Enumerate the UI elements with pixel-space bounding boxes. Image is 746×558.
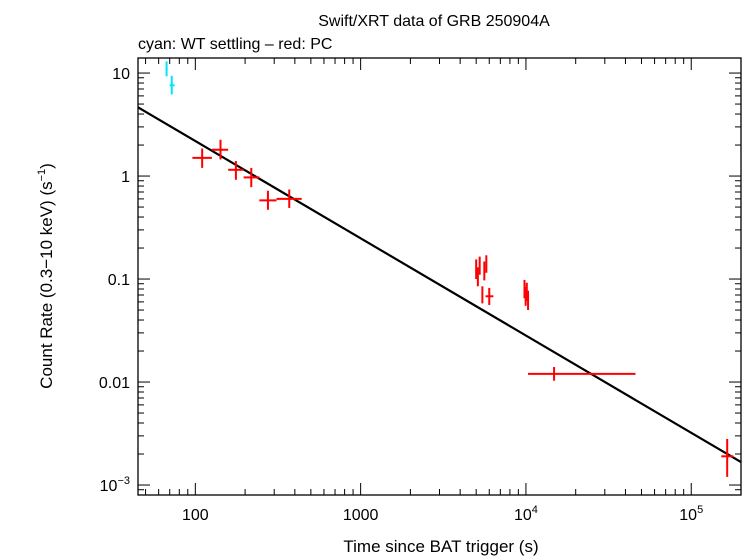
y-axis-label: Count Rate (0.3−10 keV) (s−1) — [36, 163, 56, 389]
data-point-pc — [243, 167, 260, 188]
data-point-pc — [483, 261, 486, 281]
data-point-pc — [721, 438, 734, 477]
x-tick-label: 105 — [679, 504, 703, 524]
x-tick-label: 1000 — [343, 507, 379, 524]
data-point-pc — [475, 259, 478, 280]
y-tick-label-base: 0.1 — [108, 272, 130, 289]
y-axis-label-main: Count Rate (0.3−10 keV) (s — [37, 181, 56, 388]
data-point-wt-settling — [165, 61, 168, 77]
data-point-pc — [525, 282, 528, 302]
data-point-pc — [211, 139, 229, 160]
y-tick-label-base: 10 — [112, 66, 130, 83]
x-tick-label-exp: 5 — [697, 504, 703, 516]
x-tick-label: 100 — [182, 507, 209, 524]
data-point-pc — [485, 287, 494, 305]
y-tick-label-base: 0.01 — [99, 375, 130, 392]
y-tick-label-base: 1 — [121, 169, 130, 186]
fit-line-layer — [137, 106, 742, 464]
y-tick-label-base: 10 — [100, 478, 118, 495]
data-point-pc — [476, 267, 479, 287]
data-point-pc — [481, 286, 484, 304]
y-tick-label: 0.01 — [99, 375, 130, 392]
data-point-pc — [228, 160, 244, 180]
data-point-pc — [478, 256, 481, 275]
data-point-pc — [528, 366, 636, 381]
x-tick-label: 104 — [514, 504, 538, 524]
data-point-pc — [276, 189, 302, 208]
data-point-pc — [192, 148, 212, 168]
x-tick-label-base: 1000 — [343, 507, 379, 524]
x-axis-label: Time since BAT trigger (s) — [343, 537, 538, 556]
chart-title: Swift/XRT data of GRB 250904A — [318, 13, 550, 30]
data-point-wt-settling — [169, 75, 175, 95]
data-points-layer — [165, 61, 734, 477]
y-tick-label: 1 — [121, 169, 130, 186]
y-axis-label-sup: −1 — [36, 169, 48, 182]
y-axis-label-close: ) — [37, 163, 56, 169]
plot-frame — [137, 57, 742, 496]
x-tick-label-base: 100 — [182, 507, 209, 524]
x-tick-label-base: 10 — [514, 507, 532, 524]
y-tick-label: 10 — [112, 66, 130, 83]
data-point-pc — [485, 255, 488, 273]
y-tick-label: 0.1 — [108, 272, 130, 289]
y-tick-label-exp: −3 — [117, 475, 130, 487]
chart-subtitle: cyan: WT settling – red: PC — [138, 36, 332, 53]
data-point-pc — [527, 290, 530, 311]
data-point-pc — [259, 190, 277, 210]
model-fit-line — [137, 106, 742, 464]
y-tick-label: 10−3 — [100, 475, 130, 495]
x-tick-label-exp: 4 — [532, 504, 538, 516]
x-tick-label-base: 10 — [679, 507, 697, 524]
tick-marks — [138, 58, 742, 496]
